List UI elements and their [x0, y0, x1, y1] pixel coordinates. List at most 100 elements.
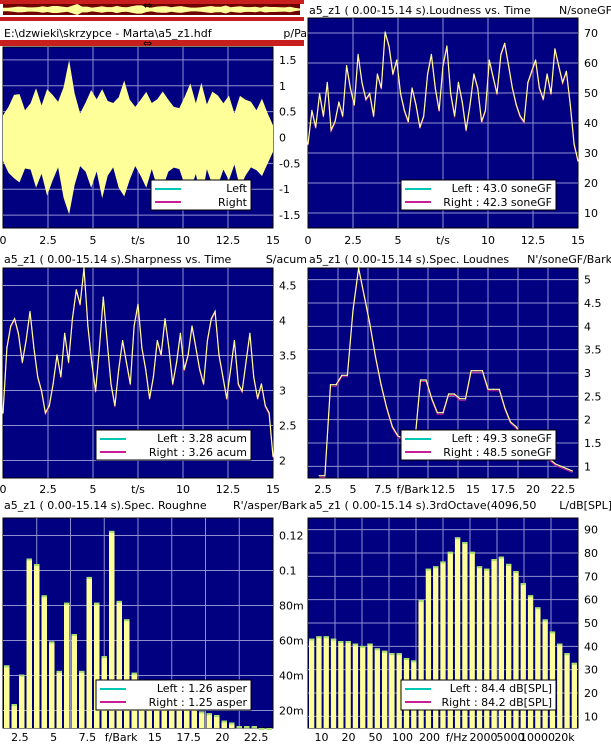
y-tick-label: 3 — [584, 367, 591, 380]
bar-cap — [42, 595, 48, 597]
x-tick-label: 100 — [392, 731, 413, 744]
data-point — [476, 370, 477, 371]
data-point — [496, 93, 497, 94]
y-tick-label: 90 — [584, 524, 598, 537]
data-point — [500, 54, 501, 55]
x-tick-label: 15 — [571, 234, 585, 247]
bar-cap — [513, 571, 518, 573]
data-point — [427, 73, 428, 74]
data-point — [489, 59, 490, 60]
data-point — [180, 333, 181, 334]
panel-title: a5_z1 ( 0.00-15.14 s).Spec. Roughne — [4, 499, 207, 512]
x-tick-label: 2000 — [470, 731, 498, 744]
data-point — [466, 129, 467, 130]
bar — [360, 646, 365, 728]
y-tick-label: 2 — [279, 455, 286, 468]
data-point — [493, 389, 494, 390]
data-point — [41, 391, 42, 392]
bar-cap — [259, 728, 265, 730]
y-tick-label: 30 — [584, 664, 598, 677]
y-unit-label: p/Pa — [283, 27, 307, 40]
y-tick-label: 3 — [279, 385, 286, 398]
legend-right-label: Right : 84.2 dB[SPL] — [441, 696, 552, 709]
y-tick-label: 3.5 — [279, 350, 297, 363]
data-point — [454, 115, 455, 116]
data-point — [149, 398, 150, 399]
bar-cap — [34, 564, 40, 566]
data-point — [114, 405, 115, 406]
x-tick-label: 22.5 — [551, 483, 576, 496]
data-point — [465, 398, 466, 399]
data-point — [520, 115, 521, 116]
data-point — [504, 43, 505, 44]
y-tick-label: 50 — [584, 87, 598, 100]
data-point — [352, 309, 353, 310]
y-tick-label: 0.12 — [279, 530, 304, 543]
y-tick-label: 2.5 — [279, 420, 297, 433]
data-point — [145, 369, 146, 370]
data-point — [385, 31, 386, 32]
data-point — [377, 73, 378, 74]
data-point — [245, 362, 246, 363]
y-tick-label: 80m — [279, 600, 304, 613]
data-point — [29, 311, 30, 312]
data-point — [72, 318, 73, 319]
bar-cap — [455, 537, 460, 539]
data-point — [543, 99, 544, 100]
y-tick-label: 0.5 — [279, 106, 297, 119]
bar-cap — [411, 660, 416, 662]
splitter-bar[interactable] — [0, 17, 304, 21]
data-point — [471, 370, 472, 371]
y-tick-label: 4 — [584, 320, 591, 333]
bar — [382, 651, 387, 728]
data-point — [539, 87, 540, 88]
data-point — [110, 383, 111, 384]
data-point — [203, 383, 204, 384]
data-point — [570, 104, 571, 105]
data-point — [253, 376, 254, 377]
file-path: E:\dzwieki\skrzypce - Marta\a5_z1.hdf — [4, 27, 213, 40]
bar — [12, 704, 18, 728]
x-tick-label: 12.5 — [521, 234, 546, 247]
x-tick-label: 10 — [176, 483, 190, 496]
legend-left-label: Left : 84.4 dB[SPL] — [450, 682, 552, 695]
legend-left-label: Left : 1.26 asper — [157, 682, 248, 695]
bar-cap — [462, 542, 467, 544]
panel-title: a5_z1 ( 0.00-15.14 s).3rdOctave(4096,50 — [309, 499, 536, 512]
y-unit-label: L/dB[SPL] — [559, 499, 611, 512]
panel-third_octave: a5_z1 ( 0.00-15.14 s).3rdOctave(4096,50 L… — [308, 499, 611, 744]
bar-cap — [102, 656, 108, 658]
bar-cap — [367, 644, 372, 646]
y-tick-label: 3.5 — [584, 344, 602, 357]
data-point — [361, 82, 362, 83]
bar-cap — [506, 564, 511, 566]
bar — [338, 641, 343, 728]
data-point — [118, 369, 119, 370]
x-tick-label: 20 — [342, 731, 356, 744]
y-tick-label: -1 — [279, 183, 290, 196]
y-unit-label: R'/asper/Bark — [233, 499, 308, 512]
bar-cap — [418, 600, 423, 602]
x-tick-label: 5 — [90, 483, 97, 496]
data-point — [234, 340, 235, 341]
x-tick-label: 0 — [0, 234, 7, 247]
bar-cap — [572, 663, 577, 665]
data-point — [311, 110, 312, 111]
y-tick-label: 10 — [584, 710, 598, 723]
double-arrow-icon[interactable]: ⇔ — [143, 0, 152, 12]
data-point — [358, 267, 359, 268]
bar-cap — [132, 673, 138, 675]
data-point — [459, 398, 460, 399]
bar-cap — [404, 658, 409, 660]
x-tick-label: 15 — [148, 731, 162, 744]
data-point — [80, 304, 81, 305]
data-point — [68, 362, 69, 363]
data-point — [218, 354, 219, 355]
data-point — [392, 73, 393, 74]
y-tick-label: 60 — [584, 57, 598, 70]
bar — [199, 711, 205, 728]
data-point — [257, 398, 258, 399]
